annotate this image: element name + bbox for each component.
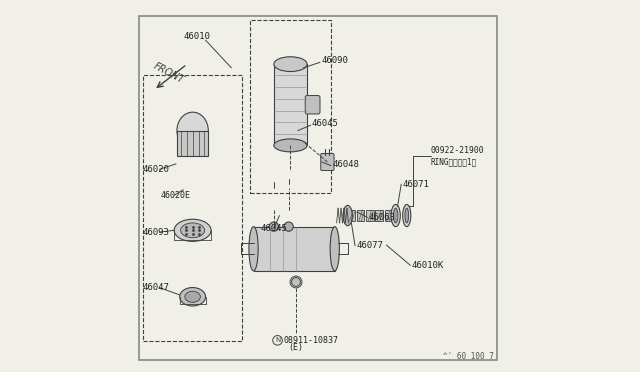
Text: 00922-21900: 00922-21900 xyxy=(431,147,484,155)
Ellipse shape xyxy=(249,227,258,271)
Ellipse shape xyxy=(185,291,200,302)
Text: 46048: 46048 xyxy=(332,160,359,169)
Ellipse shape xyxy=(330,227,339,271)
Ellipse shape xyxy=(180,288,205,306)
Ellipse shape xyxy=(269,222,278,231)
Ellipse shape xyxy=(274,139,307,152)
Text: 46063: 46063 xyxy=(369,213,396,222)
Ellipse shape xyxy=(284,222,293,231)
FancyBboxPatch shape xyxy=(376,210,383,221)
FancyBboxPatch shape xyxy=(177,131,208,157)
FancyBboxPatch shape xyxy=(321,154,334,170)
Ellipse shape xyxy=(174,219,211,241)
FancyBboxPatch shape xyxy=(366,210,374,221)
Text: (E): (E) xyxy=(289,343,303,352)
Text: 46020: 46020 xyxy=(142,165,169,174)
FancyBboxPatch shape xyxy=(357,210,364,221)
Text: 46090: 46090 xyxy=(322,56,349,65)
Circle shape xyxy=(292,278,300,286)
Text: 46071: 46071 xyxy=(403,180,429,189)
Text: 46045: 46045 xyxy=(261,224,288,233)
Ellipse shape xyxy=(274,57,307,71)
Text: 46077: 46077 xyxy=(356,241,383,250)
FancyBboxPatch shape xyxy=(305,96,320,114)
Ellipse shape xyxy=(180,223,205,238)
Text: 46020E: 46020E xyxy=(161,191,191,200)
Ellipse shape xyxy=(405,208,408,223)
Text: FRONT: FRONT xyxy=(152,61,186,86)
FancyBboxPatch shape xyxy=(348,210,355,221)
Text: N: N xyxy=(275,337,280,343)
Text: 46047: 46047 xyxy=(142,283,169,292)
Ellipse shape xyxy=(391,205,400,227)
Text: 08911-10837: 08911-10837 xyxy=(284,336,339,345)
FancyBboxPatch shape xyxy=(253,227,335,271)
FancyBboxPatch shape xyxy=(274,64,307,145)
Ellipse shape xyxy=(394,208,398,223)
Text: 46045: 46045 xyxy=(312,119,339,128)
FancyBboxPatch shape xyxy=(385,210,392,221)
Text: 46010K: 46010K xyxy=(412,261,444,270)
Text: 46010: 46010 xyxy=(184,32,211,41)
Ellipse shape xyxy=(343,205,352,226)
Text: 46093: 46093 xyxy=(142,228,169,237)
Ellipse shape xyxy=(403,205,411,227)
Text: RINGリング（1）: RINGリング（1） xyxy=(431,157,477,167)
Ellipse shape xyxy=(177,112,208,149)
Text: ^' 60 100 7: ^' 60 100 7 xyxy=(443,352,493,361)
